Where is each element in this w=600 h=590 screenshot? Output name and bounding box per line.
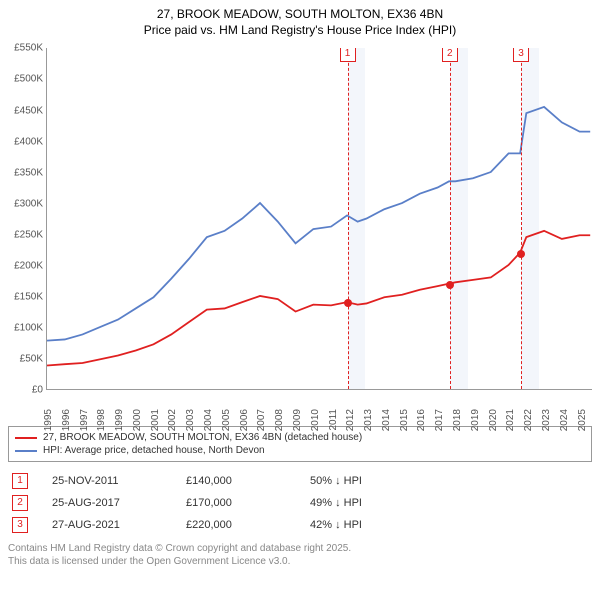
- sale-marker: 3: [513, 48, 529, 62]
- y-tick-label: £200K: [14, 261, 43, 272]
- x-tick-label: 2019: [470, 409, 481, 431]
- transaction-row: 2 25-AUG-2017 £170,000 49% ↓ HPI: [8, 492, 592, 514]
- sale-vline: [450, 48, 451, 389]
- transaction-price: £170,000: [186, 497, 286, 509]
- footer: Contains HM Land Registry data © Crown c…: [8, 542, 588, 568]
- x-tick-label: 1997: [79, 409, 90, 431]
- x-tick-label: 2014: [381, 409, 392, 431]
- x-tick-label: 2006: [239, 409, 250, 431]
- x-tick-label: 2009: [292, 409, 303, 431]
- page: 27, BROOK MEADOW, SOUTH MOLTON, EX36 4BN…: [0, 0, 600, 574]
- y-axis-labels: £0£50K£100K£150K£200K£250K£300K£350K£400…: [8, 40, 46, 390]
- transaction-date: 27-AUG-2021: [52, 519, 162, 531]
- sale-marker: 1: [340, 48, 356, 62]
- legend-label-hpi: HPI: Average price, detached house, Nort…: [43, 445, 265, 456]
- x-tick-label: 2023: [541, 409, 552, 431]
- x-tick-label: 1995: [43, 409, 54, 431]
- sale-dot: [344, 299, 352, 307]
- y-tick-label: £300K: [14, 198, 43, 209]
- sale-vline: [521, 48, 522, 389]
- x-tick-label: 2007: [256, 409, 267, 431]
- x-tick-label: 2015: [399, 409, 410, 431]
- x-tick-label: 2001: [150, 409, 161, 431]
- footer-line1: Contains HM Land Registry data © Crown c…: [8, 542, 588, 555]
- transaction-diff: 49% ↓ HPI: [310, 497, 420, 509]
- transaction-marker: 1: [12, 473, 28, 489]
- x-tick-label: 2024: [559, 409, 570, 431]
- sale-marker: 2: [442, 48, 458, 62]
- x-tick-label: 2008: [274, 409, 285, 431]
- legend-label-paid: 27, BROOK MEADOW, SOUTH MOLTON, EX36 4BN…: [43, 432, 362, 443]
- x-tick-label: 1998: [96, 409, 107, 431]
- title-line2: Price paid vs. HM Land Registry's House …: [8, 22, 592, 38]
- y-tick-label: £100K: [14, 323, 43, 334]
- transaction-date: 25-AUG-2017: [52, 497, 162, 509]
- transaction-row: 1 25-NOV-2011 £140,000 50% ↓ HPI: [8, 470, 592, 492]
- x-tick-label: 2018: [452, 409, 463, 431]
- x-tick-label: 2010: [310, 409, 321, 431]
- x-tick-label: 2025: [577, 409, 588, 431]
- transactions-table: 1 25-NOV-2011 £140,000 50% ↓ HPI 2 25-AUG-201…: [8, 470, 592, 536]
- footer-line2: This data is licensed under the Open Gov…: [8, 555, 588, 568]
- x-tick-label: 2011: [328, 409, 339, 431]
- transaction-price: £220,000: [186, 519, 286, 531]
- x-tick-label: 1996: [61, 409, 72, 431]
- legend-row-hpi: HPI: Average price, detached house, Nort…: [15, 444, 585, 457]
- x-tick-label: 2000: [132, 409, 143, 431]
- x-tick-label: 2016: [416, 409, 427, 431]
- sale-vline: [348, 48, 349, 389]
- legend-swatch-hpi: [15, 450, 37, 452]
- legend-row-paid: 27, BROOK MEADOW, SOUTH MOLTON, EX36 4BN…: [15, 431, 585, 444]
- sale-dot: [446, 281, 454, 289]
- x-tick-label: 2021: [505, 409, 516, 431]
- y-tick-label: £500K: [14, 74, 43, 85]
- y-tick-label: £550K: [14, 43, 43, 54]
- x-tick-label: 2013: [363, 409, 374, 431]
- y-tick-label: £250K: [14, 229, 43, 240]
- y-tick-label: £450K: [14, 105, 43, 116]
- x-tick-label: 2020: [488, 409, 499, 431]
- x-tick-label: 2002: [167, 409, 178, 431]
- x-tick-label: 2012: [345, 409, 356, 431]
- y-tick-label: £400K: [14, 136, 43, 147]
- legend: 27, BROOK MEADOW, SOUTH MOLTON, EX36 4BN…: [8, 426, 592, 462]
- transaction-diff: 50% ↓ HPI: [310, 475, 420, 487]
- y-tick-label: £50K: [20, 354, 43, 365]
- x-tick-label: 2003: [185, 409, 196, 431]
- title-line1: 27, BROOK MEADOW, SOUTH MOLTON, EX36 4BN: [8, 6, 592, 22]
- x-tick-label: 1999: [114, 409, 125, 431]
- transaction-date: 25-NOV-2011: [52, 475, 162, 487]
- x-tick-label: 2017: [434, 409, 445, 431]
- paid-line: [47, 231, 590, 366]
- plot-area: 1 2 3: [46, 48, 592, 390]
- transaction-marker: 3: [12, 517, 28, 533]
- chart: £0 £50K £100K £150K £200K £250K £300K £350K £400…: [8, 40, 592, 420]
- sale-dot: [517, 250, 525, 258]
- y-tick-label: £0: [32, 385, 43, 396]
- transaction-marker: 2: [12, 495, 28, 511]
- transaction-price: £140,000: [186, 475, 286, 487]
- transaction-diff: 42% ↓ HPI: [310, 519, 420, 531]
- x-axis-labels: 1995199619971998199920002001200220032004…: [46, 390, 592, 420]
- x-tick-label: 2005: [221, 409, 232, 431]
- line-series: [47, 48, 592, 389]
- transaction-row: 3 27-AUG-2021 £220,000 42% ↓ HPI: [8, 514, 592, 536]
- y-tick-label: £150K: [14, 292, 43, 303]
- title: 27, BROOK MEADOW, SOUTH MOLTON, EX36 4BN…: [8, 6, 592, 38]
- x-tick-label: 2022: [523, 409, 534, 431]
- x-tick-label: 2004: [203, 409, 214, 431]
- legend-swatch-paid: [15, 437, 37, 439]
- y-tick-label: £350K: [14, 167, 43, 178]
